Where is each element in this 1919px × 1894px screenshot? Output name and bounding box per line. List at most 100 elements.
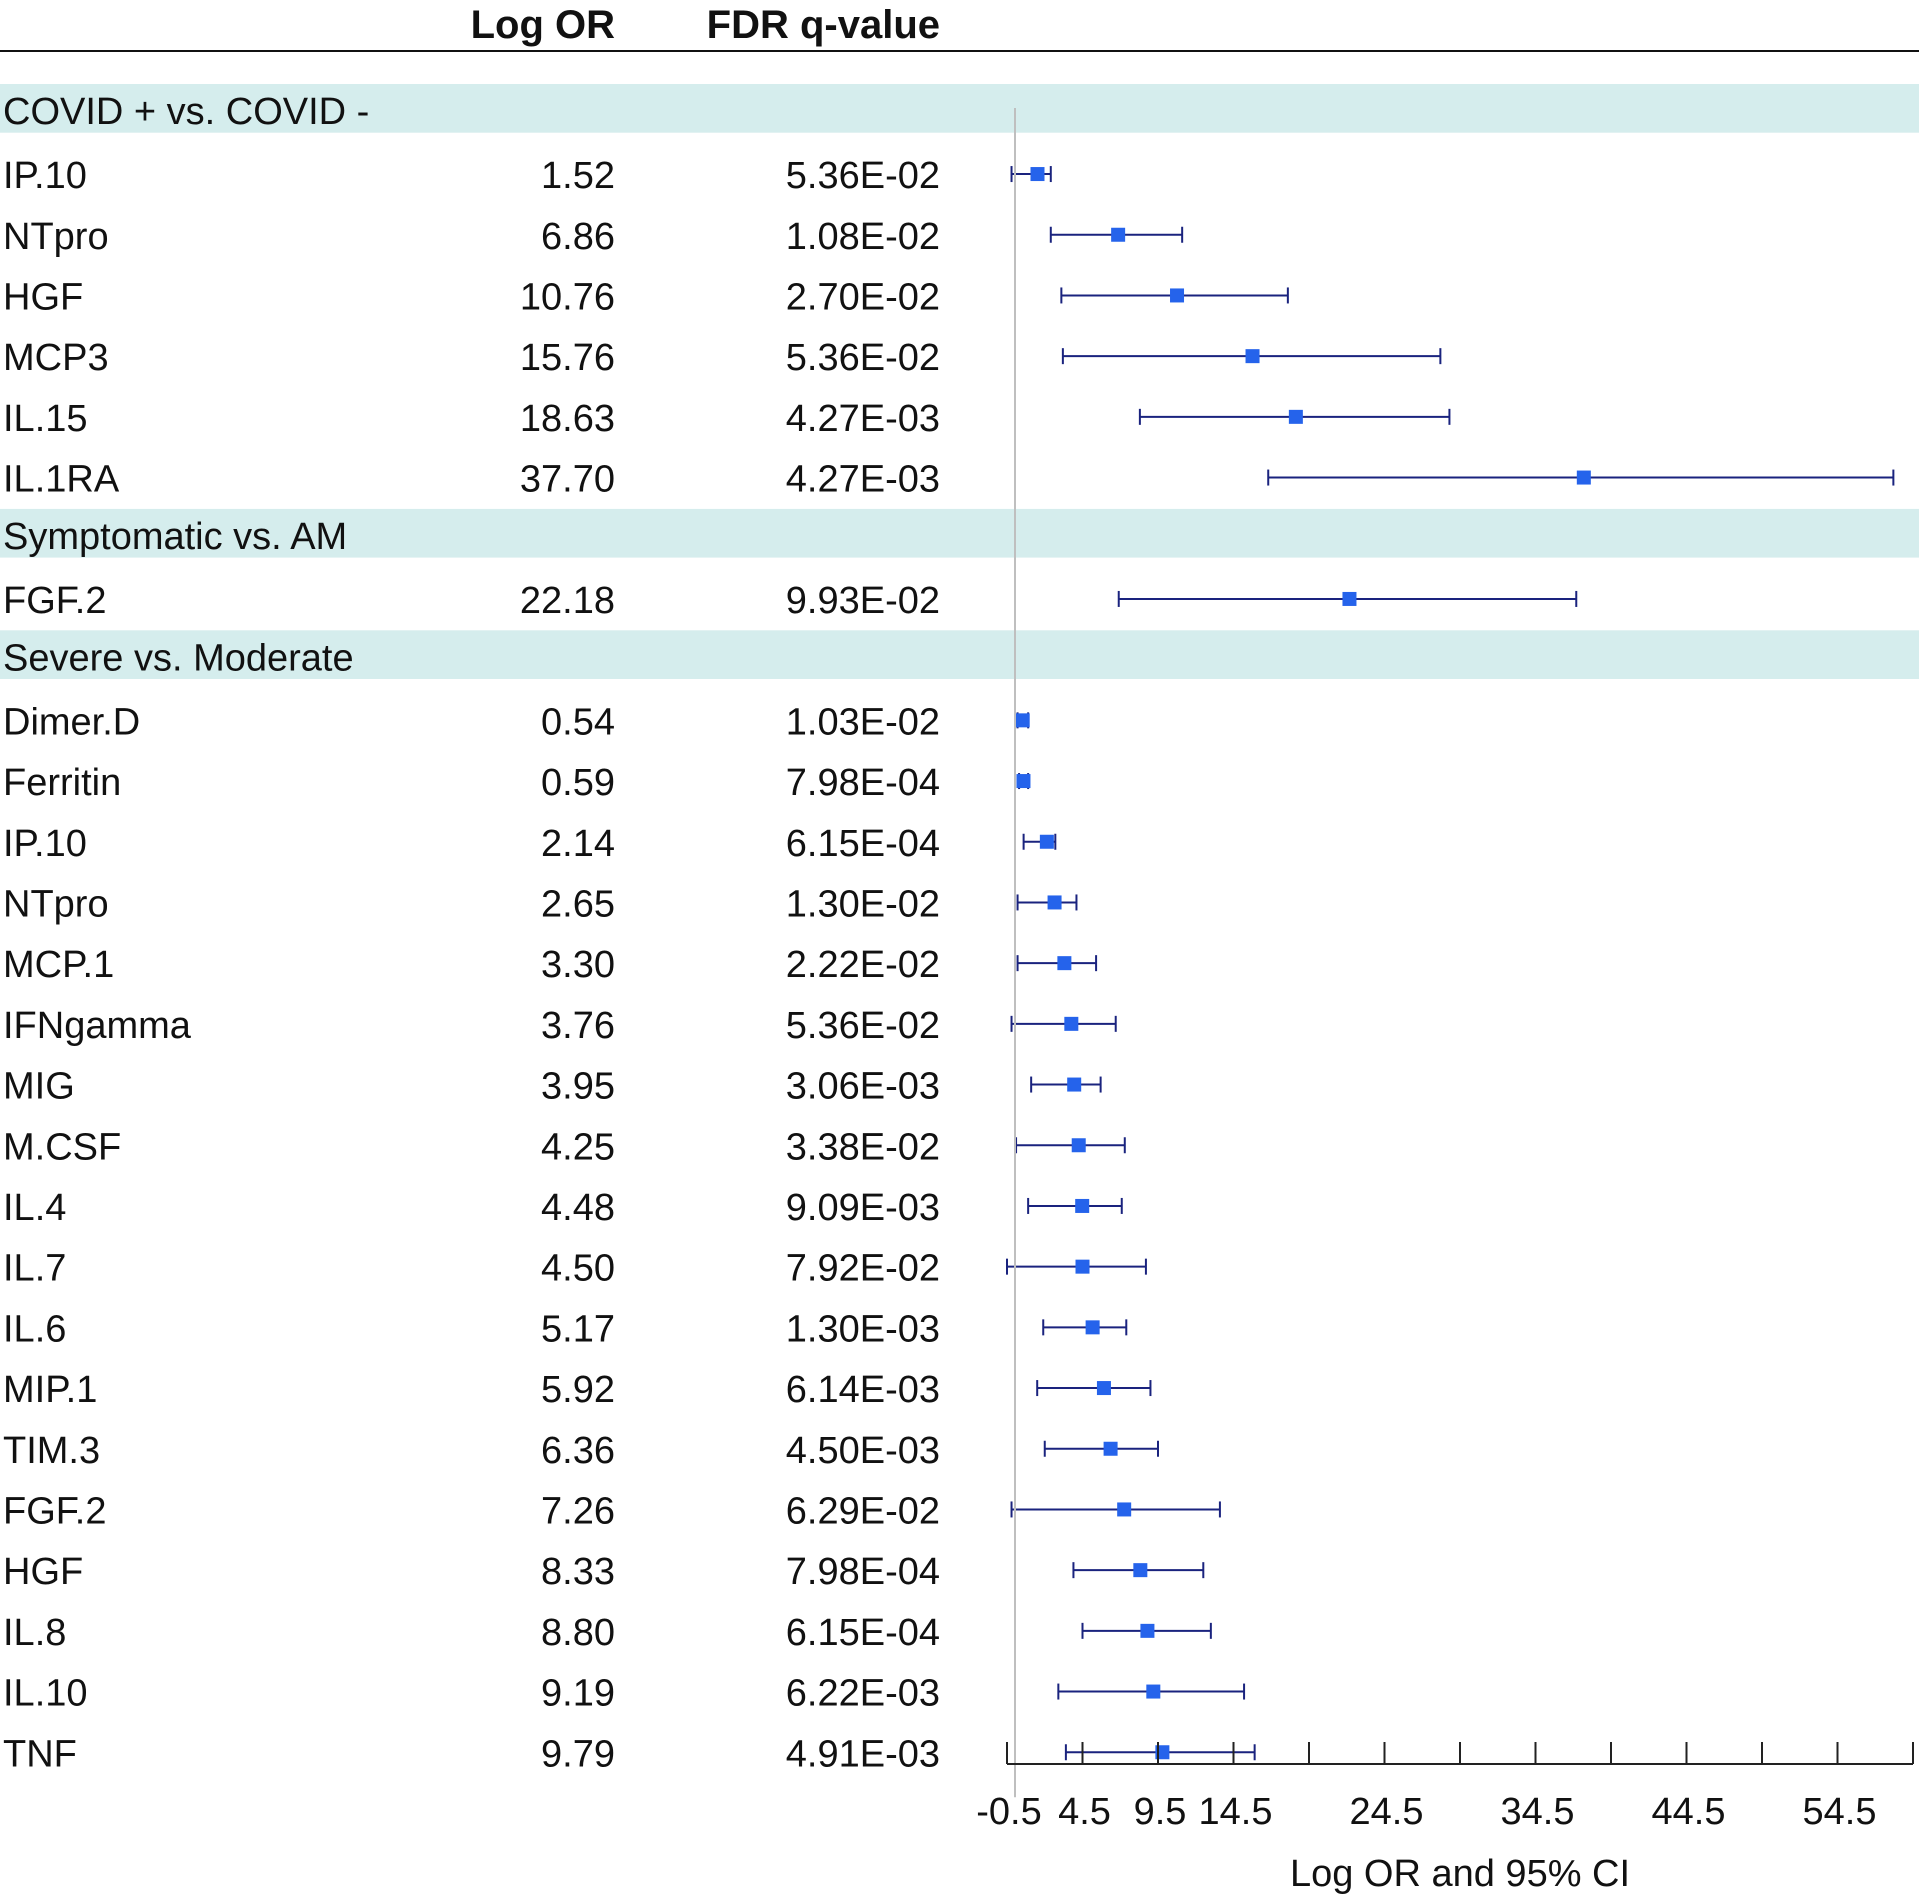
row-label: HGF	[3, 1551, 83, 1593]
estimate-marker	[1075, 1259, 1090, 1274]
estimate-marker	[1245, 349, 1260, 364]
row-fdr-q-value: 2.70E-02	[786, 276, 940, 318]
row-fdr-q-value: 5.36E-02	[786, 1005, 940, 1047]
row-label: MCP3	[3, 337, 109, 379]
row-fdr-q-value: 4.50E-03	[786, 1430, 940, 1472]
estimate-marker	[1111, 227, 1126, 242]
row-label: NTpro	[3, 216, 109, 258]
row-fdr-q-value: 1.30E-02	[786, 883, 940, 925]
estimate-marker	[1067, 1077, 1082, 1092]
row-log-or-value: 4.48	[541, 1187, 615, 1229]
header-log-or: Log OR	[471, 3, 616, 47]
row-log-or-value: 4.50	[541, 1248, 615, 1290]
row-log-or-value: 6.36	[541, 1430, 615, 1472]
row-label: Dimer.D	[3, 701, 140, 743]
row-label: IL.1RA	[3, 459, 120, 501]
row-log-or-value: 8.80	[541, 1612, 615, 1654]
row-log-or-value: 0.59	[541, 762, 615, 804]
group-label: COVID + vs. COVID -	[3, 91, 369, 133]
row-log-or-value: 3.95	[541, 1066, 615, 1108]
row-label: IL.4	[3, 1187, 66, 1229]
estimate-marker	[1103, 1441, 1118, 1456]
estimate-marker	[1047, 895, 1062, 910]
row-log-or-value: 22.18	[520, 580, 615, 622]
x-tick-label: 24.5	[1350, 1791, 1424, 1833]
row-label: FGF.2	[3, 580, 106, 622]
row-log-or-value: 15.76	[520, 337, 615, 379]
row-label: MCP.1	[3, 944, 114, 986]
row-fdr-q-value: 6.15E-04	[786, 823, 940, 865]
x-tick-label: 54.5	[1803, 1791, 1877, 1833]
estimate-marker	[1170, 288, 1185, 303]
estimate-marker	[1288, 409, 1303, 424]
row-label: IP.10	[3, 155, 87, 197]
row-fdr-q-value: 4.27E-03	[786, 398, 940, 440]
row-fdr-q-value: 4.91E-03	[786, 1733, 940, 1775]
row-label: Ferritin	[3, 762, 121, 804]
row-label: NTpro	[3, 883, 109, 925]
row-log-or-value: 3.76	[541, 1005, 615, 1047]
group-label: Symptomatic vs. AM	[3, 516, 347, 558]
row-label: FGF.2	[3, 1490, 106, 1532]
row-fdr-q-value: 3.38E-02	[786, 1126, 940, 1168]
estimate-marker	[1039, 834, 1054, 849]
row-log-or-value: 2.65	[541, 883, 615, 925]
header-fdr-q-value: FDR q-value	[707, 3, 940, 47]
row-log-or-value: 4.25	[541, 1126, 615, 1168]
row-log-or-value: 18.63	[520, 398, 615, 440]
row-label: HGF	[3, 276, 83, 318]
row-log-or-value: 5.92	[541, 1369, 615, 1411]
row-log-or-value: 7.26	[541, 1490, 615, 1532]
x-axis-label: Log OR and 95% CI	[1290, 1853, 1630, 1894]
x-axis: -0.5 4.5 9.5 14.5 24.5 34.5 44.5 54.5	[976, 1742, 1914, 1833]
group-bands	[0, 84, 1919, 679]
row-fdr-q-value: 9.09E-03	[786, 1187, 940, 1229]
estimate-marker	[1117, 1502, 1132, 1517]
estimate-marker	[1146, 1684, 1161, 1699]
row-label: IL.8	[3, 1612, 66, 1654]
x-tick-label: -0.5	[976, 1791, 1041, 1833]
row-log-or-value: 9.79	[541, 1733, 615, 1775]
row-label: IP.10	[3, 823, 87, 865]
x-tick-label: 4.5	[1058, 1791, 1111, 1833]
estimate-marker	[1015, 713, 1030, 728]
row-fdr-q-value: 1.30E-03	[786, 1308, 940, 1350]
estimate-marker	[1016, 774, 1031, 789]
row-label: MIP.1	[3, 1369, 97, 1411]
row-fdr-q-value: 4.27E-03	[786, 459, 940, 501]
row-fdr-q-value: 1.03E-02	[786, 701, 940, 743]
row-log-or-value: 6.86	[541, 216, 615, 258]
group-band	[0, 508, 1919, 558]
group-band	[0, 630, 1919, 679]
estimate-marker	[1085, 1320, 1100, 1335]
row-label: MIG	[3, 1066, 75, 1108]
row-log-or-value: 1.52	[541, 155, 615, 197]
row-fdr-q-value: 6.22E-03	[786, 1673, 940, 1715]
table-rows: COVID + vs. COVID - IP.10 1.52 5.36E-02 NTpr…	[3, 91, 940, 1775]
row-label: TNF	[3, 1733, 77, 1775]
group-label: Severe vs. Moderate	[3, 637, 354, 679]
x-tick-label: 9.5	[1134, 1791, 1187, 1833]
estimate-marker	[1064, 1016, 1079, 1031]
estimate-marker	[1133, 1563, 1148, 1578]
row-fdr-q-value: 5.36E-02	[786, 155, 940, 197]
row-fdr-q-value: 6.29E-02	[786, 1490, 940, 1532]
row-label: IL.7	[3, 1248, 66, 1290]
row-label: IL.15	[3, 398, 88, 440]
estimate-marker	[1140, 1623, 1155, 1638]
row-fdr-q-value: 7.98E-04	[786, 1551, 940, 1593]
row-log-or-value: 3.30	[541, 944, 615, 986]
row-label: TIM.3	[3, 1430, 100, 1472]
estimate-marker	[1075, 1198, 1090, 1213]
row-label: M.CSF	[3, 1126, 121, 1168]
x-tick-label: 34.5	[1501, 1791, 1575, 1833]
row-log-or-value: 10.76	[520, 276, 615, 318]
row-log-or-value: 0.54	[541, 701, 615, 743]
row-log-or-value: 37.70	[520, 459, 615, 501]
row-fdr-q-value: 6.14E-03	[786, 1369, 940, 1411]
row-fdr-q-value: 7.98E-04	[786, 762, 940, 804]
estimate-marker	[1071, 1138, 1086, 1153]
row-label: IFNgamma	[3, 1005, 192, 1047]
x-tick-label: 14.5	[1199, 1791, 1273, 1833]
